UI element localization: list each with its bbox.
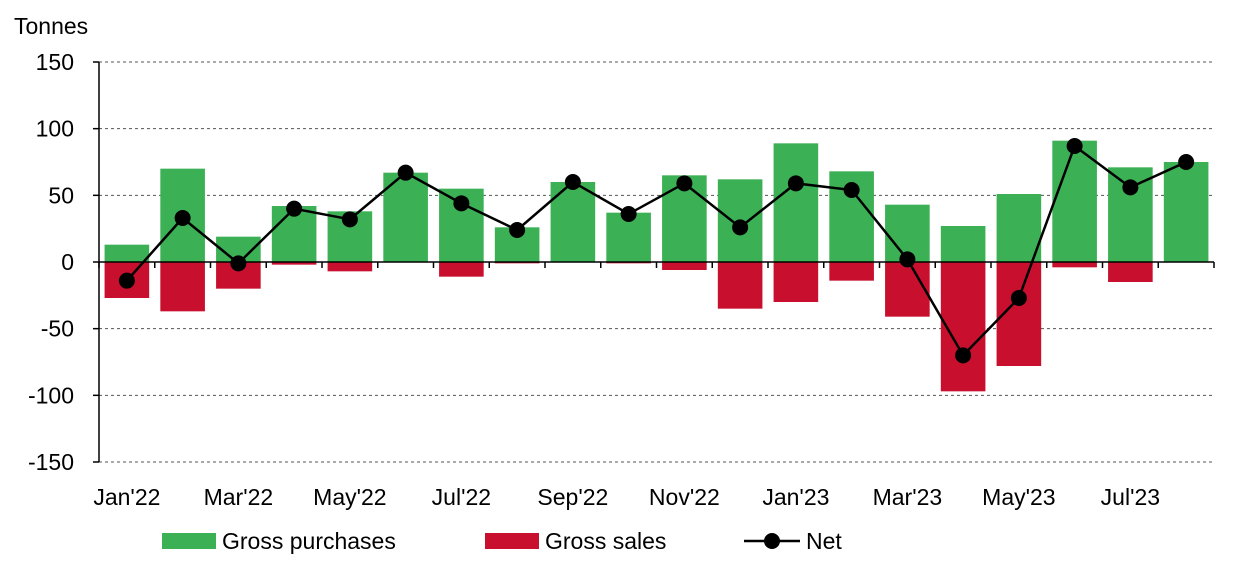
legend-swatch-gross-sales: [485, 533, 539, 549]
y-tick-label: 100: [36, 116, 74, 142]
y-tick-label: -150: [28, 449, 74, 475]
legend-label-gross-purchases: Gross purchases: [222, 528, 396, 554]
gross-sales-bar: [717, 262, 763, 309]
net-line: [125, 144, 1187, 358]
x-tick-label: Mar'22: [204, 484, 274, 510]
x-tick-label: Jul'23: [1101, 484, 1160, 510]
net-point: [286, 200, 303, 217]
gross-sales-bars: [104, 262, 1153, 392]
gross-purchases-bar: [773, 143, 819, 262]
net-point: [620, 206, 637, 222]
net-point: [509, 222, 526, 238]
gross-purchases-bar: [996, 194, 1042, 262]
net-point: [564, 174, 581, 190]
net-point: [230, 255, 247, 272]
y-tick-label: 50: [48, 182, 74, 208]
legend-label-net: Net: [806, 528, 842, 554]
gross-sales-bar: [940, 262, 986, 392]
net-point: [955, 347, 972, 364]
gross-sales-bar: [160, 262, 205, 312]
x-tick-label: May'23: [982, 484, 1055, 510]
net-point: [1122, 179, 1139, 196]
net-point: [787, 175, 804, 192]
net-point: [843, 182, 860, 198]
net-point: [1066, 138, 1083, 154]
axes: [93, 61, 1215, 463]
net-point: [453, 195, 470, 212]
net-point: [899, 251, 916, 268]
y-tick-label: 0: [61, 249, 74, 275]
gross-sales-bar: [327, 262, 373, 272]
gross-sales-bar: [1108, 262, 1153, 282]
y-tick-label: -100: [28, 382, 74, 408]
y-tick-label: 150: [36, 49, 74, 75]
net-point: [118, 272, 135, 289]
x-tick-labels: Jan'22 Mar'22 May'22 Jul'22 Sep'22 Nov'22 Jan'…: [93, 484, 1160, 510]
x-tick-label: Nov'22: [649, 484, 720, 510]
y-tick-labels: 150 100 50 0 -50 -100 -150: [28, 49, 74, 475]
net-point: [1010, 290, 1027, 306]
x-tick-label: Sep'22: [537, 484, 608, 510]
gross-purchases-bars: [104, 140, 1209, 262]
x-tick-label: Jan'22: [93, 484, 160, 510]
net-series: [118, 138, 1195, 364]
gross-purchases-bar: [383, 172, 428, 262]
gross-sales-bar: [829, 262, 874, 281]
legend-swatch-gross-purchases: [162, 533, 216, 549]
net-point: [397, 164, 414, 181]
net-point: [174, 210, 191, 226]
legend-marker-net: [764, 533, 780, 549]
gross-purchases-bar: [104, 244, 150, 262]
gross-sales-bar: [439, 262, 484, 277]
x-tick-label: May'22: [313, 484, 386, 510]
y-axis-unit-label: Tonnes: [14, 13, 88, 39]
gross-sales-bar: [271, 262, 317, 265]
gross-sales-bar: [1052, 262, 1097, 268]
net-point: [676, 175, 693, 192]
x-tick-label: Mar'23: [873, 484, 943, 510]
legend-label-gross-sales: Gross sales: [545, 528, 666, 554]
gross-purchases-bar: [1052, 140, 1097, 262]
x-tick-label: Jan'23: [762, 484, 829, 510]
x-tick-label: Jul'22: [432, 484, 491, 510]
net-point: [1178, 154, 1195, 170]
legend: Gross purchases Gross sales Net: [162, 528, 842, 554]
gross-sales-bar: [773, 262, 819, 302]
gross-purchases-bar: [1163, 162, 1209, 262]
net-point: [732, 219, 749, 236]
gross-sales-bar: [662, 262, 707, 270]
y-tick-label: -50: [41, 316, 74, 342]
net-point: [341, 211, 358, 228]
gross-sales-bar: [885, 262, 930, 317]
gross-purchases-bar: [940, 226, 986, 262]
